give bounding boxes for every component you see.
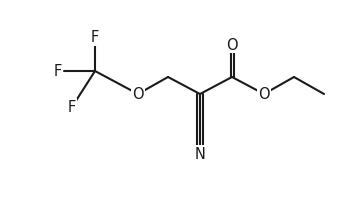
Text: F: F bbox=[91, 30, 99, 45]
Text: O: O bbox=[226, 37, 238, 52]
Text: O: O bbox=[258, 87, 270, 102]
Text: F: F bbox=[68, 100, 76, 115]
Text: F: F bbox=[54, 64, 62, 79]
Text: O: O bbox=[132, 87, 144, 102]
Text: N: N bbox=[195, 147, 205, 162]
